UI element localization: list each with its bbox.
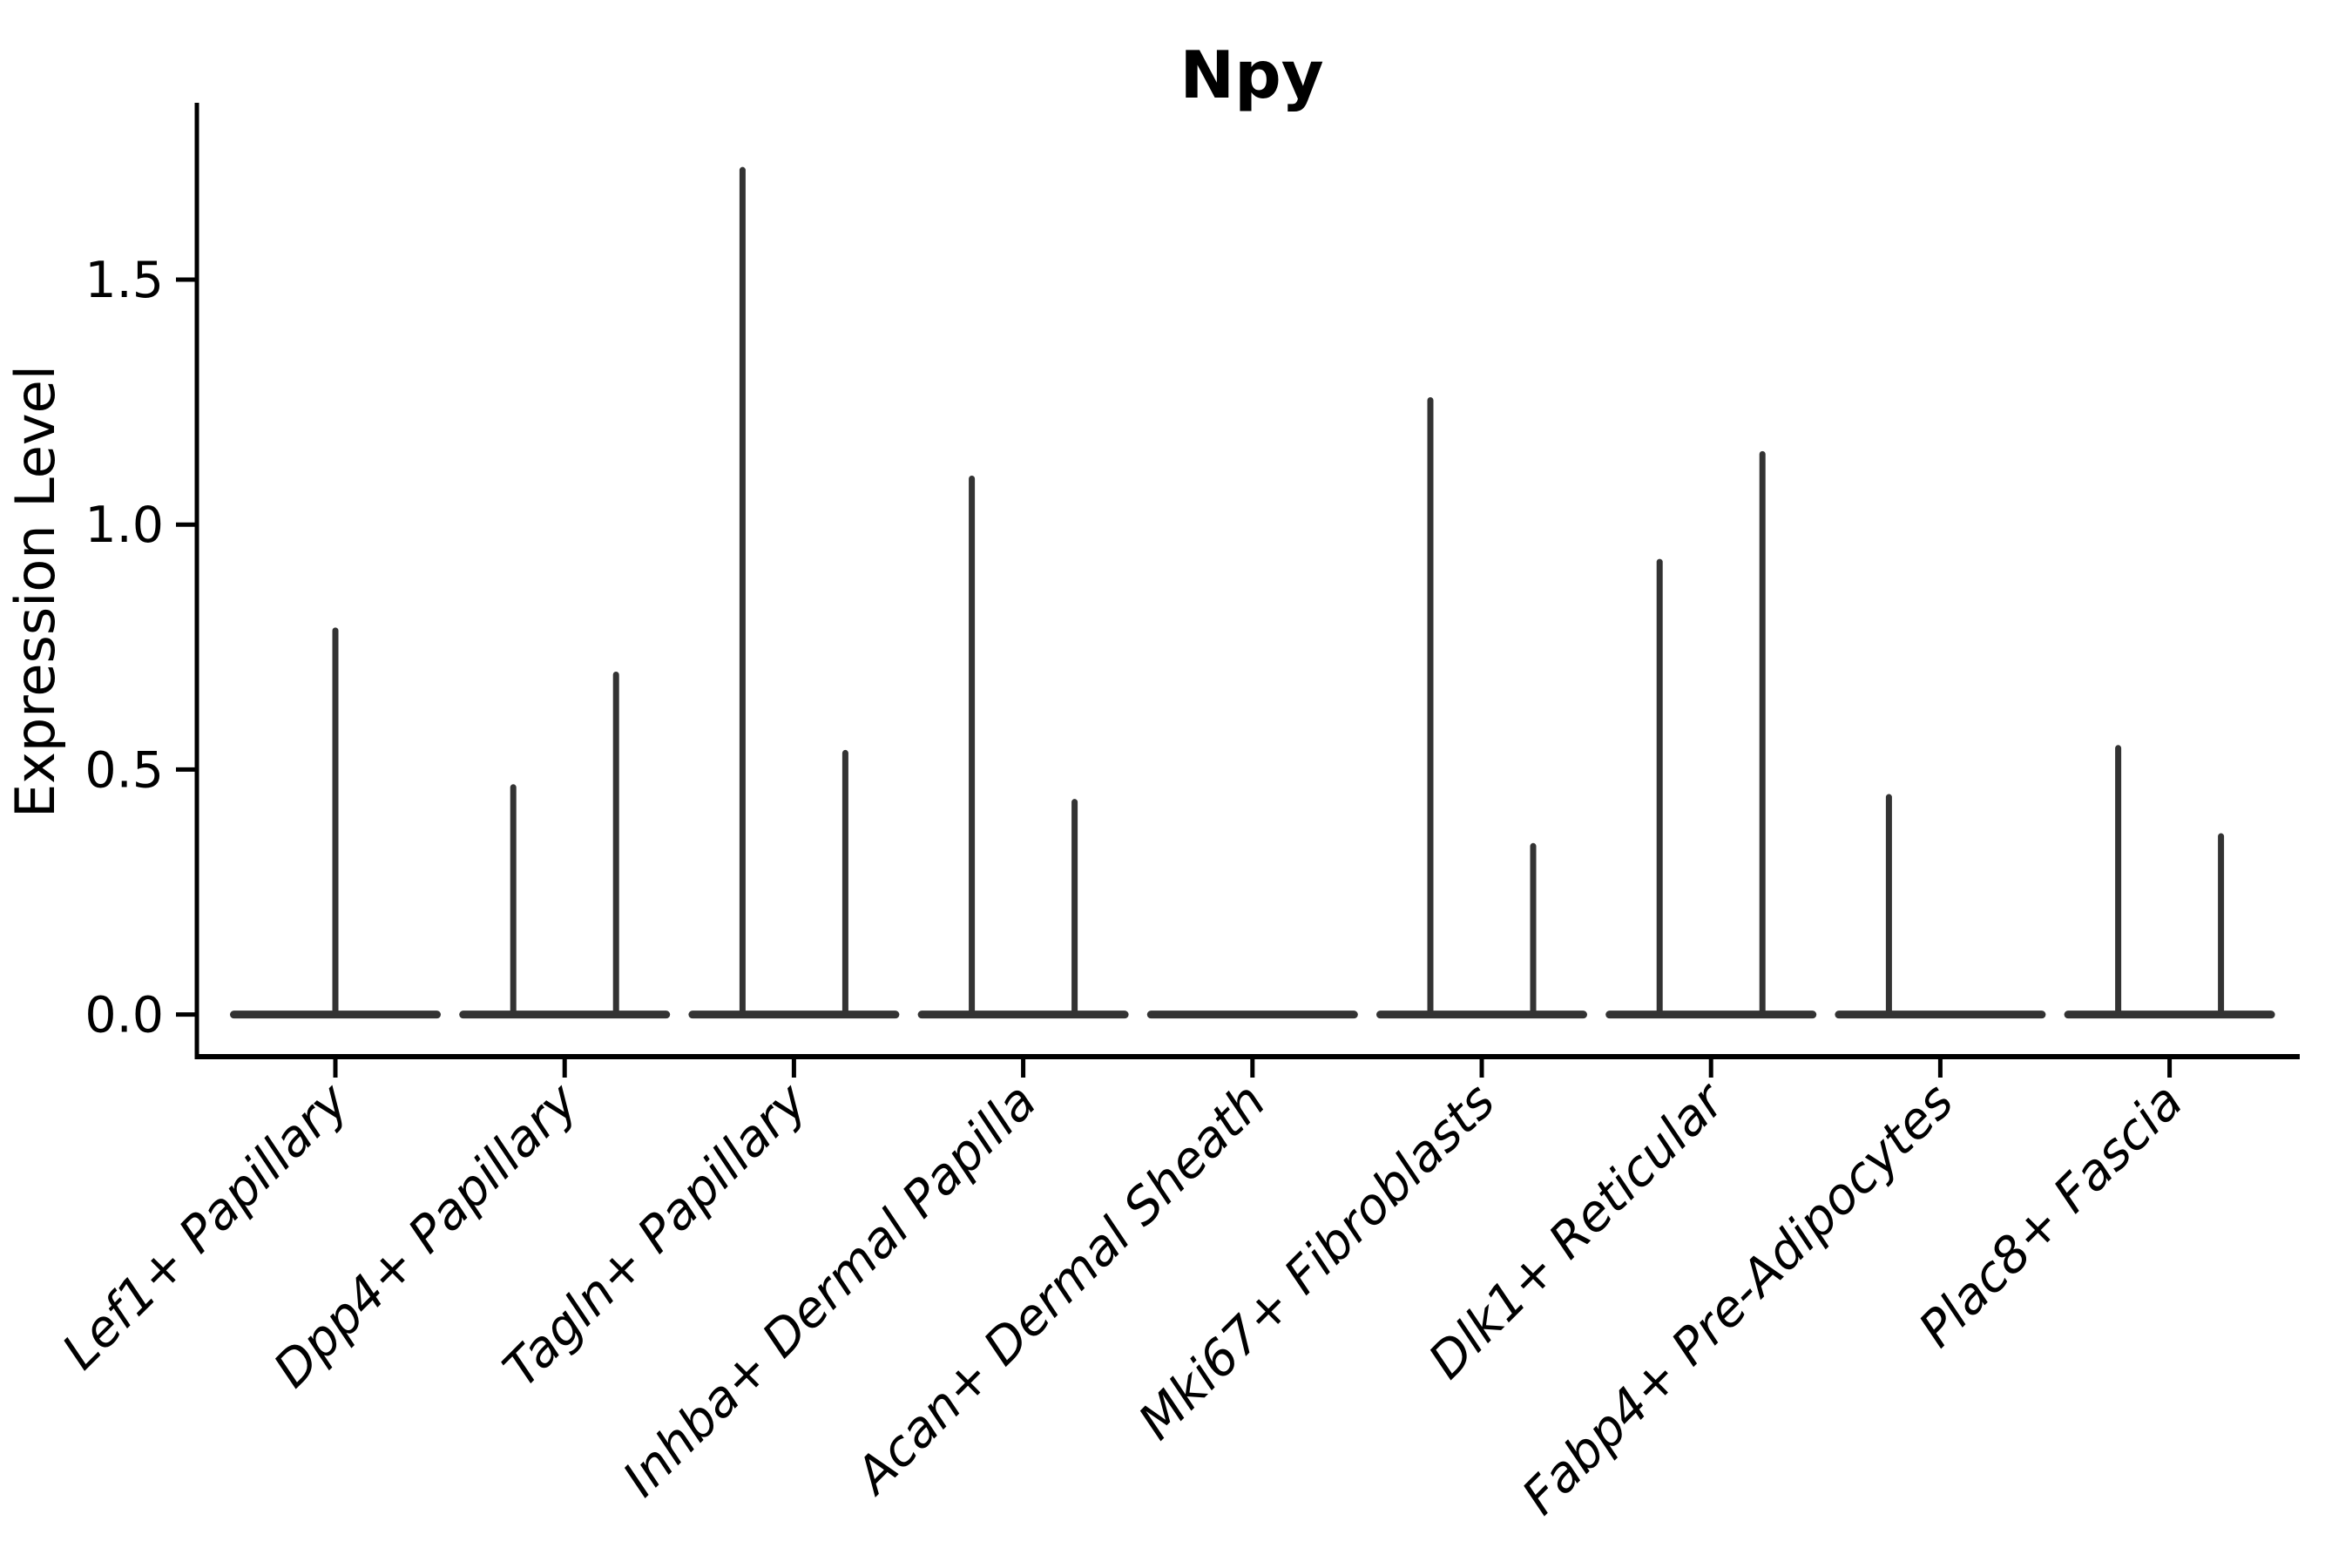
violin-spike (612, 671, 619, 1017)
violin-baseline (230, 1010, 441, 1019)
violin-spike (1759, 450, 1766, 1017)
violin-spike (1656, 558, 1663, 1017)
y-tick-label: 1.5 (84, 252, 164, 309)
violin-baseline (1605, 1010, 1817, 1019)
y-tick-label: 0.5 (84, 741, 164, 799)
chart-title: Npy (1179, 37, 1323, 113)
violin-spike (739, 166, 746, 1017)
violin-spike (2218, 833, 2225, 1017)
violin-baseline (917, 1010, 1129, 1019)
violin-baseline (2064, 1010, 2275, 1019)
y-tick-label: 0.0 (84, 987, 164, 1044)
violin-spike (841, 749, 848, 1017)
violin-spike (1071, 799, 1078, 1017)
violin-spike (1885, 794, 1892, 1017)
violin-baseline (1835, 1010, 2046, 1019)
violin-baseline (1146, 1010, 1358, 1019)
violin-spike (2115, 745, 2122, 1017)
violin-baseline (688, 1010, 900, 1019)
violin-spike (1427, 397, 1434, 1017)
violin-spike (1530, 842, 1537, 1017)
violin-baseline (1376, 1010, 1587, 1019)
violin-spike (969, 475, 976, 1017)
violin-spike (332, 627, 339, 1017)
violin-spike (510, 784, 517, 1017)
y-tick-label: 1.0 (84, 497, 164, 554)
y-axis-label: Expression Level (3, 365, 67, 818)
violin-baseline (459, 1010, 671, 1019)
